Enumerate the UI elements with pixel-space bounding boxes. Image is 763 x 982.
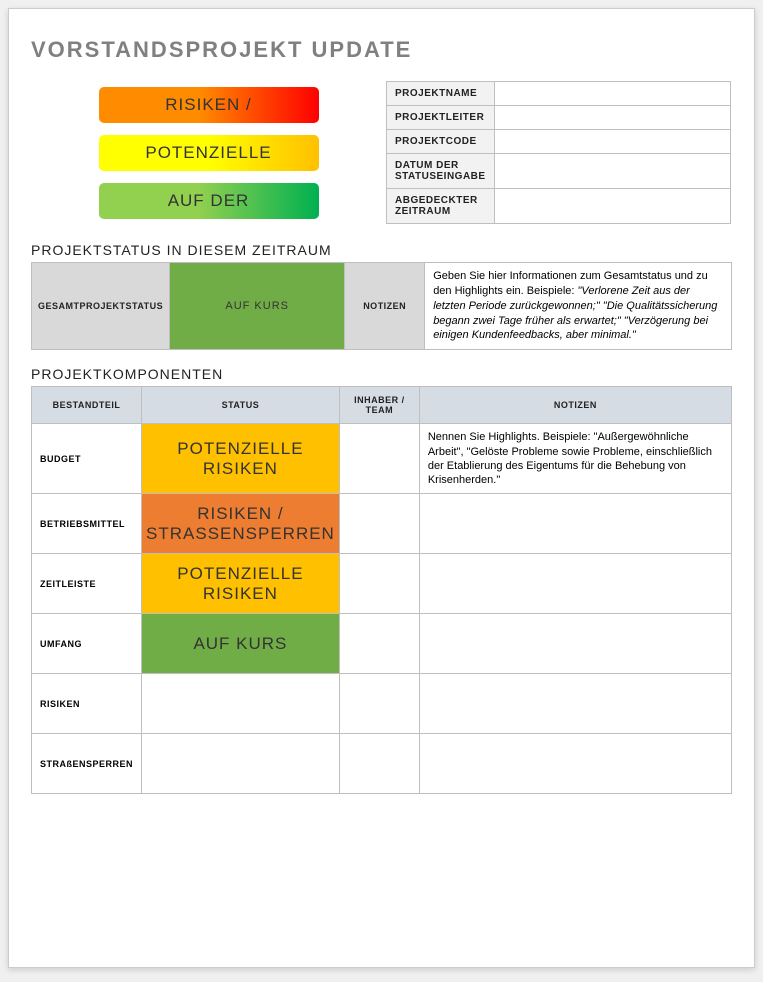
project-meta-table: PROJEKTNAME PROJEKTLEITER PROJEKTCODE DA… [386,81,731,224]
col-owner: INHABER / TEAM [339,387,419,424]
meta-value-projectcode[interactable] [494,130,730,154]
row-notes[interactable]: Nennen Sie Highlights. Beispiele: "Außer… [419,424,731,494]
row-notes[interactable] [419,494,731,554]
meta-value-projectname[interactable] [494,82,730,106]
meta-label-statusdate: DATUM DER STATUSEINGABE [387,154,495,189]
row-status: POTENZIELLE RISIKEN [142,554,340,614]
table-row: STRAßENSPERREN [32,734,732,794]
meta-label-period: ABGEDECKTER ZEITRAUM [387,189,495,224]
row-label: RISIKEN [32,674,142,734]
row-owner[interactable] [339,494,419,554]
row-label: BUDGET [32,424,142,494]
row-notes[interactable] [419,554,731,614]
meta-label-projectlead: PROJEKTLEITER [387,106,495,130]
meta-value-period[interactable] [494,189,730,224]
section-heading-components: PROJEKTKOMPONENTEN [31,366,732,382]
meta-value-statusdate[interactable] [494,154,730,189]
col-notes: NOTIZEN [419,387,731,424]
row-status: POTENZIELLE RISIKEN [142,424,340,494]
row-label: BETRIEBSMITTEL [32,494,142,554]
overall-status-value: AUF KURS [170,263,345,350]
meta-label-projectname: PROJEKTNAME [387,82,495,106]
row-label: ZEITLEISTE [32,554,142,614]
legend-pill-risks: RISIKEN / [99,87,319,123]
legend-pill-ontrack: AUF DER [99,183,319,219]
row-owner[interactable] [339,614,419,674]
row-status [142,734,340,794]
table-row: UMFANGAUF KURS [32,614,732,674]
overall-notes-label: NOTIZEN [345,263,425,350]
page-title: VORSTANDSPROJEKT UPDATE [31,37,732,63]
document-page: VORSTANDSPROJEKT UPDATE RISIKEN / POTENZ… [8,8,755,968]
components-table: BESTANDTEIL STATUS INHABER / TEAM NOTIZE… [31,386,732,794]
col-component: BESTANDTEIL [32,387,142,424]
col-status: STATUS [142,387,340,424]
top-section: RISIKEN / POTENZIELLE AUF DER PROJEKTNAM… [31,81,732,224]
meta-label-projectcode: PROJEKTCODE [387,130,495,154]
status-legend: RISIKEN / POTENZIELLE AUF DER [31,81,386,219]
row-label: STRAßENSPERREN [32,734,142,794]
table-row: BETRIEBSMITTELRISIKEN / STRASSENSPERREN [32,494,732,554]
table-row: ZEITLEISTEPOTENZIELLE RISIKEN [32,554,732,614]
row-status [142,674,340,734]
row-label: UMFANG [32,614,142,674]
table-row: RISIKEN [32,674,732,734]
legend-pill-potential: POTENZIELLE [99,135,319,171]
section-heading-period: PROJEKTSTATUS IN DIESEM ZEITRAUM [31,242,732,258]
row-status: RISIKEN / STRASSENSPERREN [142,494,340,554]
row-owner[interactable] [339,674,419,734]
meta-value-projectlead[interactable] [494,106,730,130]
row-owner[interactable] [339,734,419,794]
row-notes[interactable] [419,614,731,674]
row-owner[interactable] [339,424,419,494]
row-notes[interactable] [419,674,731,734]
overall-status-label: GESAMTPROJEKTSTATUS [32,263,170,350]
overall-notes-value[interactable]: Geben Sie hier Informationen zum Gesamts… [425,263,732,350]
row-status: AUF KURS [142,614,340,674]
table-row: BUDGETPOTENZIELLE RISIKEN Nennen Sie High… [32,424,732,494]
row-notes[interactable] [419,734,731,794]
period-status-table: GESAMTPROJEKTSTATUS AUF KURS NOTIZEN Geb… [31,262,732,350]
row-owner[interactable] [339,554,419,614]
